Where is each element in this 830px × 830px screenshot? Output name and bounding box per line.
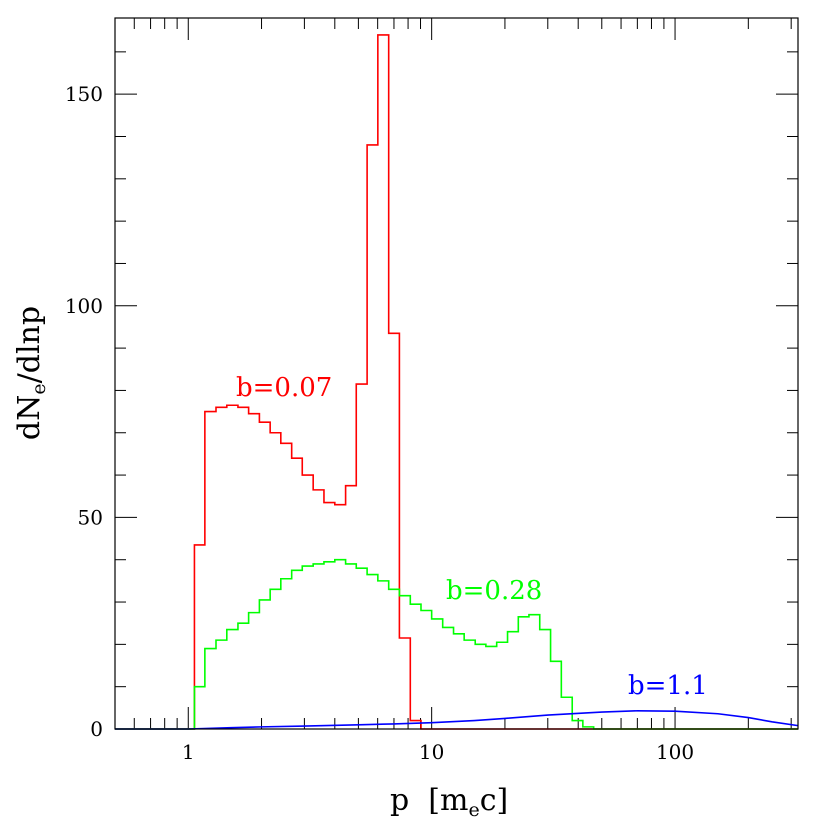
series-line-1 <box>115 558 798 730</box>
y-tick-label: 50 <box>78 505 103 529</box>
axis-tick-labels: 1 10 100 0 50 100 150 <box>65 82 694 764</box>
chart-series <box>115 34 799 730</box>
y-tick-label: 0 <box>90 717 103 741</box>
axis-ticks <box>114 18 798 730</box>
x-tick-label: 10 <box>419 740 444 764</box>
x-tick-label: 100 <box>656 740 694 764</box>
series-label-b11: b=1.1 <box>628 671 708 701</box>
series-line-0 <box>115 34 798 730</box>
x-tick-label: 1 <box>182 740 195 764</box>
series-label-b007: b=0.07 <box>236 373 332 403</box>
series-line-2 <box>115 709 799 730</box>
series-label-b028: b=0.28 <box>446 576 542 606</box>
y-tick-label: 150 <box>65 82 103 106</box>
y-tick-label: 100 <box>65 294 103 318</box>
y-axis-label: dNe/dlnp <box>12 306 50 440</box>
x-axis-label: p [mec] <box>390 783 508 821</box>
plot-frame <box>114 17 799 730</box>
